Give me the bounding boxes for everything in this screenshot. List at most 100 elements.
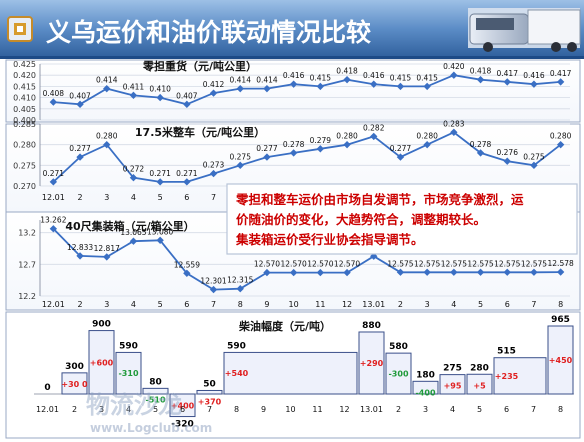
line-chart-1: 0.425 0.420 0.415 0.410 0.405 0.400 零担重货（元/吨公里… — [5, 59, 581, 125]
x-tick-label: 13.01 — [362, 300, 385, 309]
data-label: 12.575 — [467, 259, 493, 268]
y-tick-label: 0.425 — [13, 60, 36, 69]
callout-line-3: 集装箱运价受行业协会指导调节。 — [235, 232, 424, 247]
data-label: 0.271 — [149, 169, 171, 178]
data-label: 12.578 — [548, 259, 574, 268]
x-tick-label: 6 — [184, 300, 189, 309]
x-tick-label: 5 — [158, 193, 163, 202]
bar-value-label: -320 — [171, 420, 194, 430]
bar-value-label: 580 — [389, 342, 408, 352]
data-point — [316, 145, 325, 153]
data-label: 0.414 — [230, 76, 252, 85]
watermark: 物流沙龙 www.Logclub.com — [86, 390, 212, 435]
x-tick-label: 10 — [285, 405, 295, 414]
data-label: 12.575 — [521, 259, 547, 268]
bar — [115, 351, 142, 395]
x-tick-label: 6 — [505, 300, 510, 309]
data-label: 0.408 — [43, 89, 65, 98]
x-tick-label: 3 — [104, 300, 109, 309]
x-tick-label: 8 — [558, 405, 563, 414]
x-tick-label: 12 — [339, 405, 349, 414]
data-point — [450, 268, 458, 276]
data-label: 12.301 — [200, 277, 226, 286]
x-tick-label: 2 — [78, 193, 83, 202]
x-tick-label: 7 — [531, 300, 536, 309]
x-tick-label: 6 — [184, 193, 189, 202]
bar — [196, 389, 223, 395]
data-label: 0.415 — [390, 73, 412, 82]
data-label: 12.570 — [307, 260, 333, 269]
bar-value-label: 880 — [362, 321, 381, 331]
bar — [223, 351, 358, 395]
data-label: 0.275 — [230, 152, 252, 161]
data-point — [263, 153, 271, 161]
series-line — [52, 228, 561, 291]
header-logo-icon — [7, 16, 33, 42]
data-label: 12.559 — [174, 260, 200, 269]
x-tick-label: 11 — [315, 300, 325, 309]
data-label: 0.277 — [256, 144, 278, 153]
x-tick-label: 7 — [211, 300, 216, 309]
data-label: 0.417 — [497, 69, 519, 78]
data-label: 0.420 — [443, 62, 465, 71]
x-tick-label: 12.01 — [36, 405, 59, 414]
bar-value-label: 275 — [443, 364, 462, 374]
x-tick-label: 2 — [398, 300, 403, 309]
y-tick-label: 0.275 — [13, 161, 36, 170]
data-point — [556, 140, 565, 149]
data-point — [183, 178, 191, 186]
data-label: 0.277 — [69, 144, 91, 153]
bar-chart-diesel: 柴油幅度（元/吨） 0 12.01 300 +30 0 2 900 +600 3 590 -310 4… — [5, 311, 581, 439]
data-label: 0.418 — [336, 67, 358, 76]
data-label: 0.410 — [149, 85, 171, 94]
x-tick-label: 11 — [312, 405, 322, 414]
data-point — [556, 78, 565, 86]
x-tick-label: 5 — [478, 300, 483, 309]
data-label: 0.411 — [123, 82, 145, 91]
data-point — [289, 268, 298, 277]
data-label: 13.065 — [120, 228, 146, 237]
data-point — [183, 269, 191, 277]
data-point — [156, 93, 164, 102]
data-point — [103, 84, 111, 93]
data-label: 12.570 — [334, 260, 360, 269]
data-label: 0.273 — [203, 161, 225, 170]
bar-delta-label: +290 — [360, 359, 384, 368]
bar-value-label: 590 — [227, 341, 246, 351]
bar-delta-label: +600 — [90, 358, 114, 367]
bar-delta-label: +450 — [549, 356, 573, 365]
data-point — [503, 78, 511, 86]
data-label: 0.279 — [310, 136, 332, 145]
data-label: 0.414 — [96, 76, 118, 85]
header-band: 义乌运价和油价联动情况比较 — [0, 0, 584, 59]
x-tick-label: 4 — [450, 405, 455, 414]
x-tick-label: 4 — [126, 405, 131, 414]
x-tick-label: 13.01 — [360, 405, 383, 414]
y-tick-label: 12.2 — [18, 292, 36, 301]
data-point — [396, 153, 405, 161]
bar — [88, 330, 115, 395]
x-tick-label: 2 — [72, 405, 77, 414]
bar-delta-label: +95 — [444, 382, 462, 391]
bar — [358, 331, 385, 395]
data-label: 0.412 — [203, 80, 225, 89]
data-point — [209, 285, 218, 294]
x-tick-label: 12.01 — [42, 193, 65, 202]
y-tick-label: 0.415 — [13, 82, 36, 91]
data-point — [423, 82, 431, 91]
data-point — [103, 140, 111, 149]
x-tick-label: 5 — [477, 405, 482, 414]
watermark-url: www.Logclub.com — [90, 421, 212, 435]
chart-title: 40尺集装箱（元/箱公里） — [65, 219, 194, 233]
data-point — [316, 268, 325, 277]
data-label: 12.570 — [254, 260, 280, 269]
data-label: 12.817 — [94, 244, 120, 253]
data-point — [183, 100, 191, 108]
data-label: 0.283 — [443, 119, 465, 128]
x-tick-label: 8 — [558, 300, 563, 309]
x-tick-label: 7 — [531, 405, 536, 414]
y-tick-label: 12.7 — [18, 260, 36, 269]
callout-line-2: 价随油价的变化，大趋势符合，调整期较长。 — [236, 212, 486, 227]
callout-line-1: 零担和整车运价由市场自发调节，市场竞争激烈，运 — [235, 192, 524, 207]
